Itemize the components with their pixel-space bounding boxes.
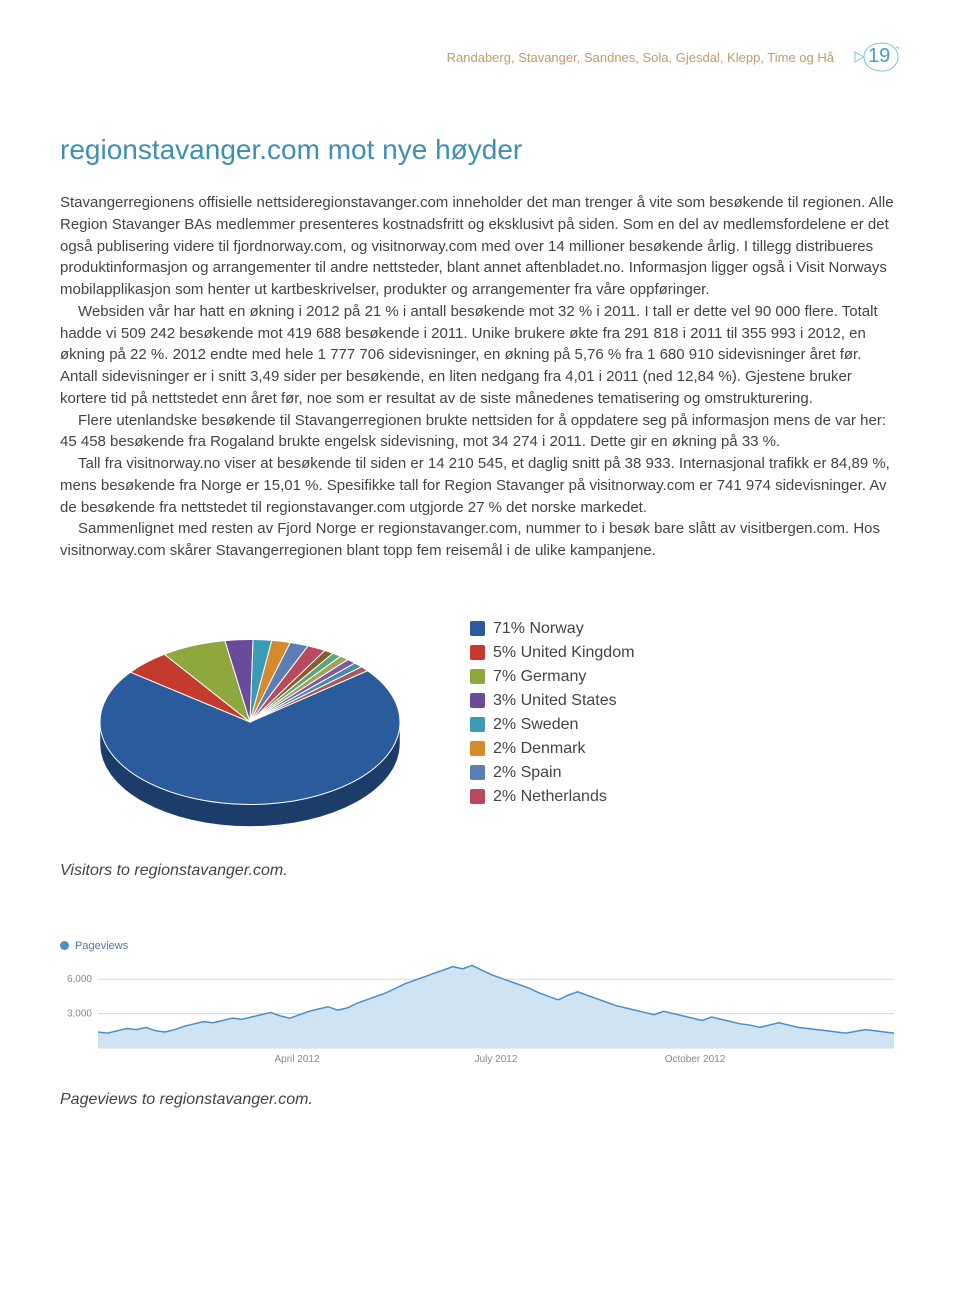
breadcrumb: Randaberg, Stavanger, Sandnes, Sola, Gje… — [447, 50, 834, 65]
legend-item: 71% Norway — [470, 620, 634, 638]
area-chart: 3,000 6,000 April 2012 July 2012 October 201… — [60, 956, 900, 1066]
area-caption: Pageviews to regionstavanger.com. — [60, 1091, 900, 1109]
legend-item: 2% Netherlands — [470, 788, 634, 806]
legend-label: 7% Germany — [493, 668, 586, 686]
paragraph: Websiden vår har hatt en økning i 2012 p… — [60, 301, 900, 410]
paragraph: Flere utenlandske besøkende til Stavange… — [60, 410, 900, 454]
legend-label: 2% Netherlands — [493, 788, 607, 806]
paragraph: Stavangerregionens offisielle nettsidere… — [60, 192, 900, 301]
svg-text:6,000: 6,000 — [67, 974, 92, 985]
svg-text:3,000: 3,000 — [67, 1008, 92, 1019]
svg-text:April 2012: April 2012 — [274, 1054, 319, 1065]
legend-item: 7% Germany — [470, 668, 634, 686]
legend-label: 71% Norway — [493, 620, 584, 638]
legend-swatch — [470, 765, 485, 780]
legend-swatch — [470, 669, 485, 684]
paragraph: Sammenlignet med resten av Fjord Norge e… — [60, 518, 900, 562]
body-text: Stavangerregionens offisielle nettsidere… — [60, 192, 900, 562]
legend-swatch — [470, 621, 485, 636]
legend-swatch — [470, 741, 485, 756]
legend-swatch — [470, 693, 485, 708]
series-dot-icon — [60, 941, 69, 950]
legend-item: 2% Sweden — [470, 716, 634, 734]
svg-text:July 2012: July 2012 — [475, 1054, 518, 1065]
area-chart-section: Pageviews 3,000 6,000 April 2012 July 2012 O… — [60, 940, 900, 1109]
area-series-label: Pageviews — [60, 940, 900, 952]
legend-label: 2% Spain — [493, 764, 562, 782]
pie-legend: 71% Norway 5% United Kingdom 7% Germany 3% … — [470, 620, 634, 812]
series-name: Pageviews — [75, 940, 128, 952]
pie-caption: Visitors to regionstavanger.com. — [60, 862, 900, 880]
page-number-badge: 19 — [852, 40, 900, 74]
pie-chart-section: 71% Norway 5% United Kingdom 7% Germany 3% … — [60, 612, 900, 842]
legend-item: 3% United States — [470, 692, 634, 710]
page-header: Randaberg, Stavanger, Sandnes, Sola, Gje… — [60, 40, 900, 74]
page-title: regionstavanger.com mot nye høyder — [60, 134, 900, 166]
legend-label: 5% United Kingdom — [493, 644, 634, 662]
legend-item: 5% United Kingdom — [470, 644, 634, 662]
paragraph: Tall fra visitnorway.no viser at besøken… — [60, 453, 900, 518]
legend-item: 2% Denmark — [470, 740, 634, 758]
legend-swatch — [470, 789, 485, 804]
legend-label: 2% Denmark — [493, 740, 585, 758]
legend-swatch — [470, 717, 485, 732]
legend-label: 3% United States — [493, 692, 617, 710]
page-number: 19 — [868, 45, 890, 68]
svg-text:October 2012: October 2012 — [665, 1054, 726, 1065]
legend-swatch — [470, 645, 485, 660]
legend-label: 2% Sweden — [493, 716, 578, 734]
legend-item: 2% Spain — [470, 764, 634, 782]
pie-chart — [60, 612, 440, 842]
